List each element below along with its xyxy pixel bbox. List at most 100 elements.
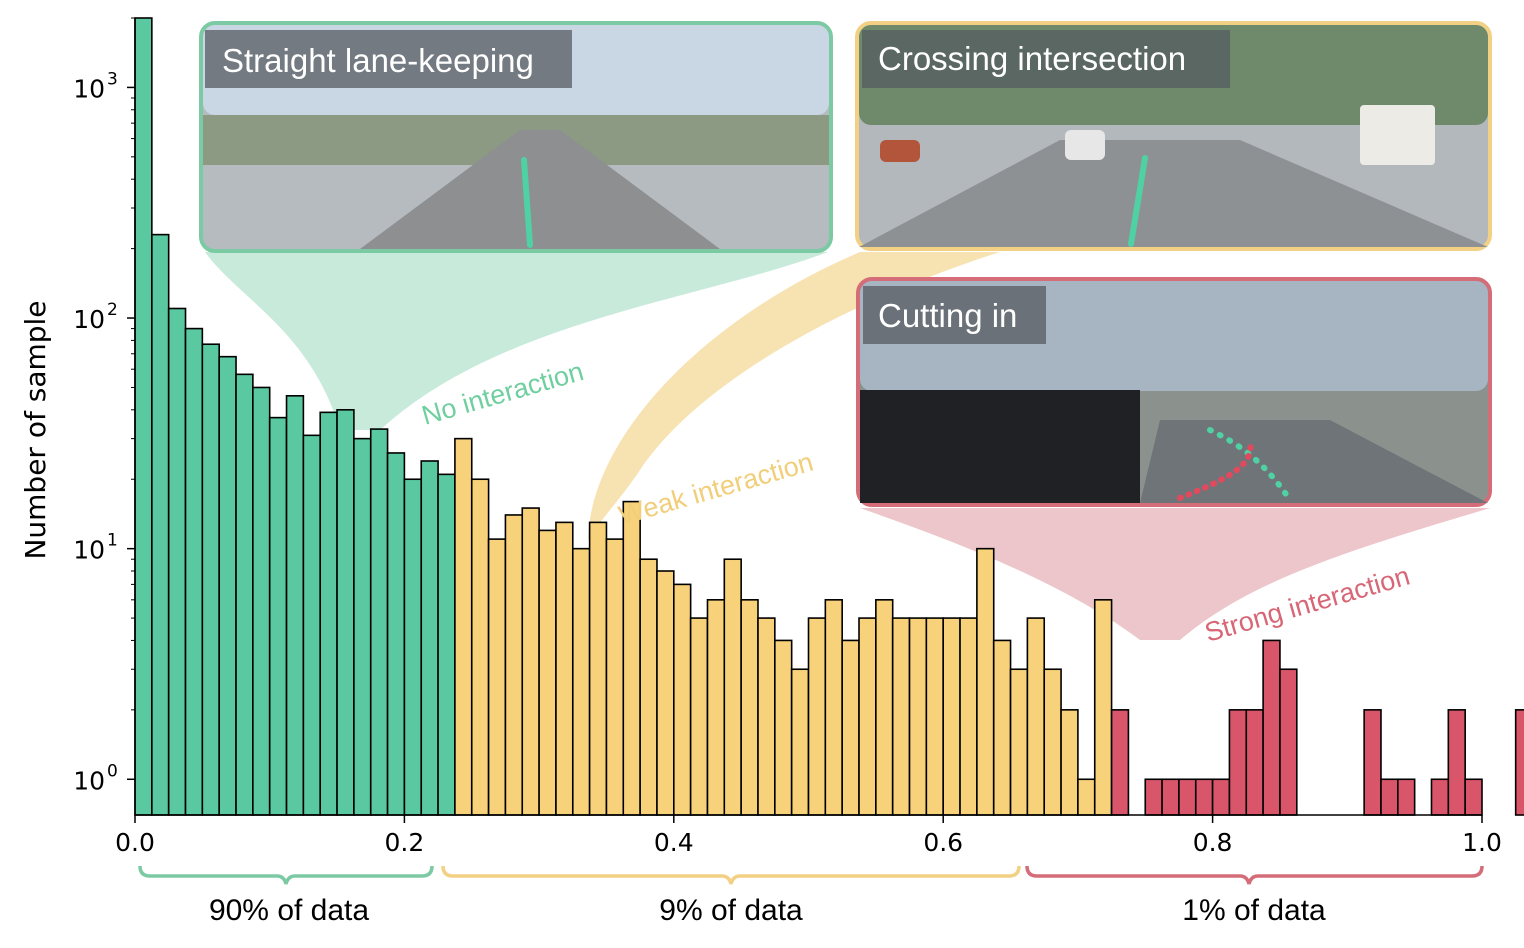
bar — [622, 500, 641, 816]
bar — [319, 411, 338, 816]
x-tick-label: 0.4 — [654, 828, 694, 857]
insets: Straight lane-keeping Crossing intersect… — [199, 21, 1492, 507]
bar — [470, 478, 490, 816]
bar — [235, 373, 254, 816]
y-tick-label: 10 — [73, 305, 105, 334]
x-tick-label: 0.8 — [1193, 828, 1233, 857]
bar — [252, 386, 271, 816]
bar — [639, 558, 658, 816]
y-tick-exponent: 0 — [107, 761, 118, 781]
bar — [942, 617, 961, 816]
y-axis-label: Number of sample — [19, 300, 52, 559]
bar — [369, 428, 389, 816]
bar — [555, 521, 574, 816]
bar — [1363, 709, 1382, 816]
bar — [302, 434, 322, 816]
callout-no-interaction — [205, 252, 828, 430]
bracket-1 — [1025, 865, 1484, 885]
bar — [1245, 709, 1264, 816]
bracket-90 — [138, 865, 434, 885]
bar — [1447, 709, 1466, 816]
bar — [1144, 778, 1163, 816]
bar — [689, 617, 709, 816]
y-tick-exponent: 3 — [107, 69, 118, 89]
bar — [1194, 778, 1214, 816]
inset-title-bg — [863, 286, 1046, 344]
bar — [1110, 709, 1130, 816]
y-tick-exponent: 1 — [107, 531, 118, 551]
bar — [1380, 778, 1399, 816]
bar — [908, 617, 928, 816]
bar — [1178, 778, 1197, 816]
bar — [858, 617, 877, 816]
y-tick-exponent: 2 — [107, 300, 118, 320]
bar — [184, 327, 204, 816]
bar — [353, 437, 372, 816]
bar — [790, 668, 810, 816]
bar — [723, 558, 742, 816]
bracket-9 — [441, 865, 1021, 885]
bar — [268, 416, 288, 816]
bar — [656, 570, 675, 816]
bar — [740, 599, 759, 816]
inset-title: Crossing intersection — [878, 40, 1186, 77]
bar — [454, 437, 473, 816]
inset-title: Straight lane-keeping — [222, 42, 534, 79]
callout-strong-interaction — [860, 508, 1490, 640]
bar — [1397, 778, 1416, 816]
bar — [504, 514, 524, 816]
bar — [1262, 639, 1281, 816]
x-tick-label: 0.6 — [923, 828, 963, 857]
inset-cutting-in: Cutting in — [856, 277, 1492, 507]
bar — [437, 473, 456, 816]
bar — [538, 529, 557, 816]
bar — [1228, 709, 1248, 816]
bar — [875, 599, 894, 816]
bar — [1464, 778, 1483, 816]
bracket-label-9: 9% of data — [659, 894, 803, 927]
bracket-label-1: 1% of data — [1182, 894, 1326, 927]
bar — [1161, 778, 1180, 816]
bar — [588, 521, 608, 816]
y-tick-label: 10 — [73, 536, 105, 565]
bar — [1026, 617, 1046, 816]
bar — [841, 639, 860, 816]
bar — [1430, 778, 1450, 816]
bar — [891, 617, 911, 816]
bar — [1009, 668, 1029, 816]
bar — [1077, 778, 1096, 816]
x-ticks: 0.0 0.2 0.4 0.6 0.8 1.0 — [115, 815, 1502, 857]
x-tick-label: 0.0 — [115, 828, 155, 857]
bar — [757, 617, 776, 816]
bar — [605, 538, 625, 816]
inset-straight-lane-keeping: Straight lane-keeping — [199, 21, 833, 253]
bar — [706, 599, 726, 816]
bar — [1043, 668, 1062, 816]
bar — [201, 343, 220, 816]
bar — [1060, 709, 1079, 816]
bar — [1279, 668, 1298, 816]
bar — [336, 409, 355, 816]
bar — [774, 639, 793, 816]
bracket-label-90: 90% of data — [209, 894, 369, 927]
bar — [992, 639, 1012, 816]
bar — [1514, 709, 1524, 816]
x-tick-label: 1.0 — [1462, 828, 1502, 857]
y-tick-label: 10 — [73, 74, 105, 103]
callout-regions — [205, 252, 1490, 640]
bar — [959, 617, 978, 816]
bar — [167, 307, 187, 816]
bar — [1211, 778, 1231, 816]
bar — [403, 478, 423, 816]
bar — [151, 233, 170, 816]
axes — [134, 18, 1482, 816]
bar — [976, 547, 995, 816]
inset-title-bg — [205, 30, 572, 88]
bar — [487, 538, 507, 816]
y-tick-label: 10 — [73, 766, 105, 795]
bar — [218, 355, 237, 816]
bar — [386, 452, 406, 816]
bar — [521, 507, 540, 816]
inset-title: Cutting in — [878, 297, 1017, 334]
